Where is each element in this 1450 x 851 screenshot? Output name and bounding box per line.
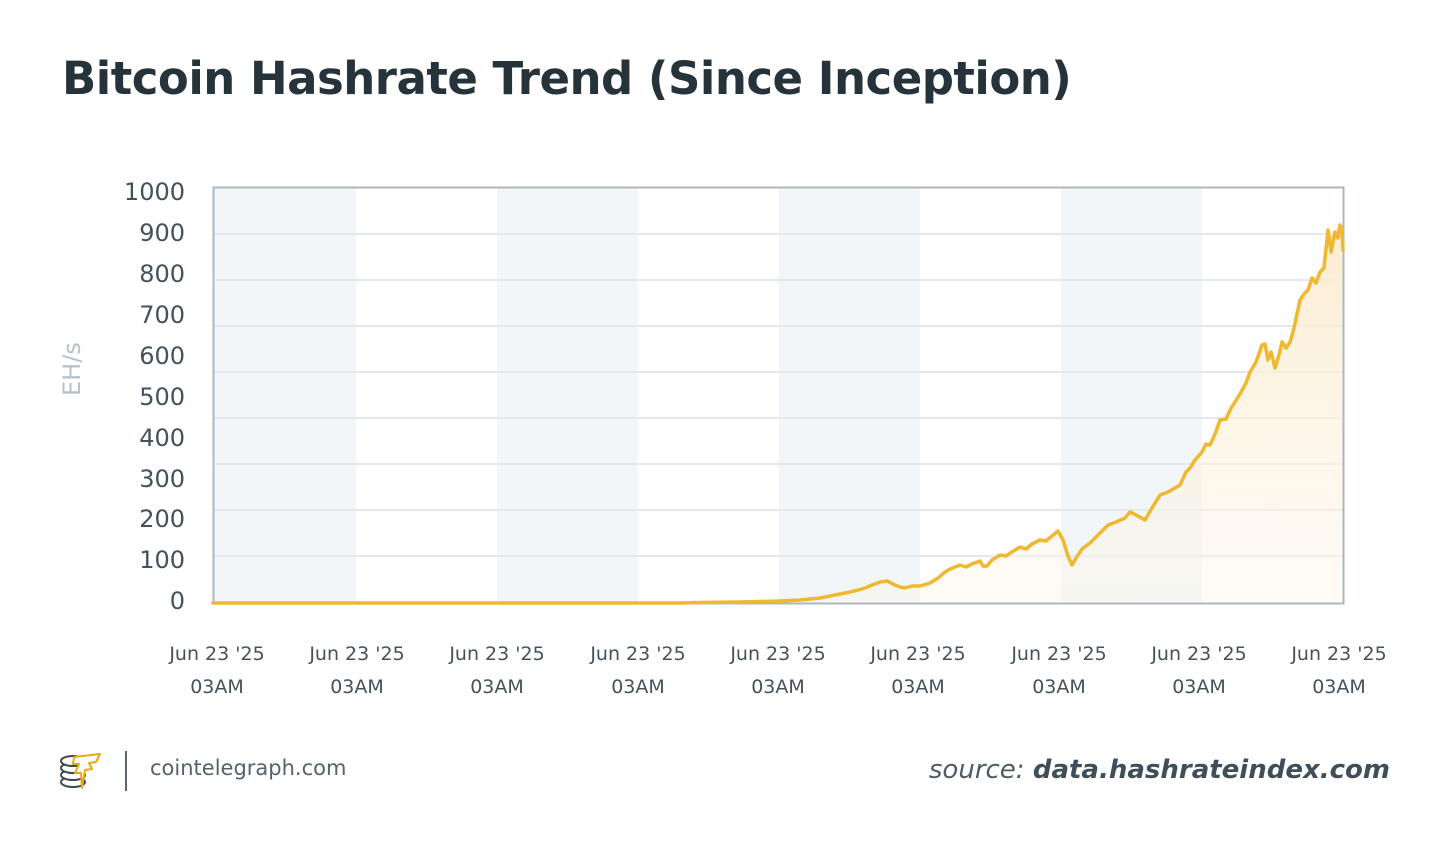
x-tick-label: Jun 23 '25 03AM bbox=[568, 638, 708, 704]
plot-border bbox=[212, 186, 1345, 605]
y-tick-label: 400 bbox=[139, 424, 185, 452]
y-tick-label: 600 bbox=[139, 342, 185, 370]
x-tick-date: Jun 23 '25 bbox=[309, 643, 405, 665]
x-tick-label: Jun 23 '25 03AM bbox=[1129, 638, 1269, 704]
site-name: cointelegraph.com bbox=[150, 756, 347, 780]
x-tick-time: 03AM bbox=[470, 676, 524, 698]
x-tick-date: Jun 23 '25 bbox=[870, 643, 966, 665]
x-tick-date: Jun 23 '25 bbox=[449, 643, 545, 665]
x-tick-time: 03AM bbox=[611, 676, 665, 698]
x-tick-time: 03AM bbox=[330, 676, 384, 698]
source-label: source: bbox=[928, 755, 1025, 785]
cointelegraph-coins-bolt-icon bbox=[58, 748, 106, 796]
x-tick-date: Jun 23 '25 bbox=[169, 643, 265, 665]
y-tick-label: 900 bbox=[139, 219, 185, 247]
x-tick-label: Jun 23 '25 03AM bbox=[1269, 638, 1409, 704]
hashrate-area bbox=[213, 225, 1343, 603]
x-tick-date: Jun 23 '25 bbox=[730, 643, 826, 665]
source-value: data.hashrateindex.com bbox=[1032, 755, 1390, 785]
x-tick-label: Jun 23 '25 03AM bbox=[427, 638, 567, 704]
x-tick-date: Jun 23 '25 bbox=[1291, 643, 1387, 665]
y-tick-label: 200 bbox=[139, 505, 185, 533]
x-tick-time: 03AM bbox=[1312, 676, 1366, 698]
y-tick-label: 1000 bbox=[123, 178, 185, 206]
hashrate-line bbox=[211, 223, 1345, 605]
y-tick-label: 800 bbox=[139, 260, 185, 288]
x-tick-label: Jun 23 '25 03AM bbox=[287, 638, 427, 704]
footer-divider bbox=[125, 751, 127, 791]
y-tick-label: 0 bbox=[169, 587, 185, 615]
x-tick-time: 03AM bbox=[1172, 676, 1226, 698]
y-tick-label: 700 bbox=[139, 301, 185, 329]
x-tick-date: Jun 23 '25 bbox=[1011, 643, 1107, 665]
y-tick-label: 100 bbox=[139, 546, 185, 574]
x-tick-time: 03AM bbox=[891, 676, 945, 698]
y-tick-label: 300 bbox=[139, 465, 185, 493]
x-tick-time: 03AM bbox=[190, 676, 244, 698]
x-tick-label: Jun 23 '25 03AM bbox=[848, 638, 988, 704]
chart-title: Bitcoin Hashrate Trend (Since Inception) bbox=[62, 52, 1072, 105]
source-credit: source: data.hashrateindex.com bbox=[929, 755, 1390, 785]
x-tick-label: Jun 23 '25 03AM bbox=[989, 638, 1129, 704]
x-tick-time: 03AM bbox=[751, 676, 805, 698]
x-tick-time: 03AM bbox=[1032, 676, 1086, 698]
x-tick-date: Jun 23 '25 bbox=[1151, 643, 1247, 665]
x-tick-label: Jun 23 '25 03AM bbox=[708, 638, 848, 704]
y-tick-label: 500 bbox=[139, 383, 185, 411]
x-tick-label: Jun 23 '25 03AM bbox=[147, 638, 287, 704]
x-tick-date: Jun 23 '25 bbox=[590, 643, 686, 665]
